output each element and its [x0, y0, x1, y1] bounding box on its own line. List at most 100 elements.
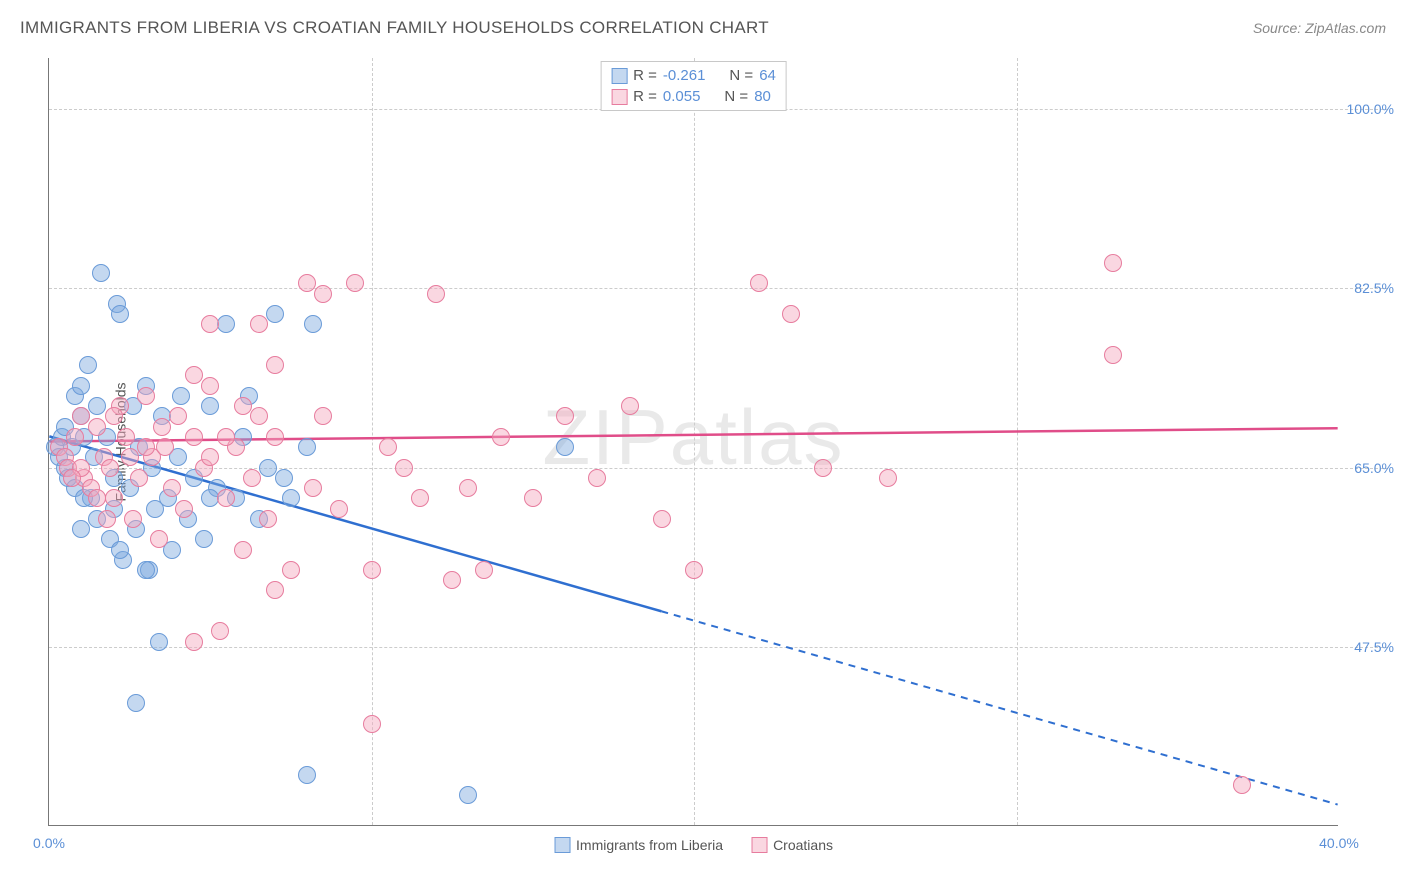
r-label: R =	[633, 88, 657, 105]
swatch-series-2	[751, 837, 767, 853]
x-tick-label: 40.0%	[1319, 835, 1359, 851]
chart-title: IMMIGRANTS FROM LIBERIA VS CROATIAN FAMI…	[20, 18, 769, 38]
scatter-point-series-2	[101, 459, 119, 477]
legend-item-series-2: Croatians	[751, 837, 833, 853]
scatter-point-series-1	[298, 438, 316, 456]
scatter-point-series-2	[234, 541, 252, 559]
grid-line-h	[49, 288, 1388, 289]
scatter-point-series-2	[243, 469, 261, 487]
scatter-point-series-2	[201, 377, 219, 395]
scatter-point-series-2	[1233, 776, 1251, 794]
n-label: N =	[724, 88, 748, 105]
scatter-point-series-2	[556, 407, 574, 425]
scatter-point-series-2	[492, 428, 510, 446]
scatter-point-series-2	[266, 428, 284, 446]
scatter-point-series-1	[79, 356, 97, 374]
scatter-point-series-2	[175, 500, 193, 518]
scatter-point-series-2	[63, 469, 81, 487]
scatter-point-series-2	[105, 489, 123, 507]
scatter-point-series-2	[879, 469, 897, 487]
swatch-series-1	[611, 68, 627, 84]
scatter-point-series-2	[130, 469, 148, 487]
stats-legend: R = -0.261 N = 64 R = 0.055 N = 80	[600, 61, 787, 111]
scatter-point-series-2	[163, 479, 181, 497]
regression-line-dashed	[661, 611, 1337, 804]
scatter-point-series-1	[259, 459, 277, 477]
scatter-point-series-2	[169, 407, 187, 425]
n-value-2: 80	[754, 88, 771, 105]
scatter-point-series-2	[427, 285, 445, 303]
scatter-point-series-1	[217, 315, 235, 333]
scatter-point-series-2	[105, 407, 123, 425]
scatter-point-series-2	[250, 407, 268, 425]
scatter-point-series-2	[185, 633, 203, 651]
scatter-point-series-2	[98, 510, 116, 528]
scatter-point-series-2	[314, 285, 332, 303]
scatter-point-series-2	[185, 366, 203, 384]
scatter-point-series-2	[150, 530, 168, 548]
scatter-point-series-1	[72, 377, 90, 395]
scatter-point-series-1	[275, 469, 293, 487]
scatter-point-series-2	[250, 315, 268, 333]
x-axis-legend: Immigrants from Liberia Croatians	[554, 837, 833, 853]
scatter-point-series-2	[298, 274, 316, 292]
scatter-point-series-2	[137, 438, 155, 456]
scatter-point-series-2	[124, 510, 142, 528]
scatter-point-series-2	[259, 510, 277, 528]
title-bar: IMMIGRANTS FROM LIBERIA VS CROATIAN FAMI…	[20, 18, 1386, 38]
scatter-point-series-2	[211, 622, 229, 640]
scatter-point-series-1	[266, 305, 284, 323]
scatter-point-series-1	[88, 397, 106, 415]
scatter-point-series-2	[621, 397, 639, 415]
scatter-point-series-1	[127, 694, 145, 712]
scatter-point-series-1	[92, 264, 110, 282]
scatter-point-series-2	[217, 489, 235, 507]
stats-row-series-2: R = 0.055 N = 80	[611, 86, 776, 107]
scatter-point-series-2	[379, 438, 397, 456]
scatter-point-series-1	[556, 438, 574, 456]
scatter-point-series-2	[201, 448, 219, 466]
scatter-point-series-2	[459, 479, 477, 497]
swatch-series-1	[554, 837, 570, 853]
grid-line-v	[694, 58, 695, 825]
scatter-point-series-1	[137, 561, 155, 579]
n-value-1: 64	[759, 67, 776, 84]
n-label: N =	[729, 67, 753, 84]
source-label: Source: ZipAtlas.com	[1253, 20, 1386, 36]
scatter-point-series-2	[266, 356, 284, 374]
scatter-point-series-2	[443, 571, 461, 589]
scatter-point-series-2	[685, 561, 703, 579]
scatter-point-series-2	[66, 428, 84, 446]
grid-line-v	[1017, 58, 1018, 825]
scatter-point-series-2	[185, 428, 203, 446]
y-tick-label: 65.0%	[1354, 460, 1394, 476]
r-label: R =	[633, 67, 657, 84]
swatch-series-2	[611, 89, 627, 105]
scatter-point-series-2	[201, 315, 219, 333]
scatter-point-series-2	[304, 479, 322, 497]
scatter-point-series-2	[137, 387, 155, 405]
x-tick-label: 0.0%	[33, 835, 65, 851]
stats-row-series-1: R = -0.261 N = 64	[611, 65, 776, 86]
grid-line-v	[372, 58, 373, 825]
scatter-point-series-1	[111, 305, 129, 323]
scatter-point-series-2	[88, 418, 106, 436]
scatter-point-series-2	[234, 397, 252, 415]
chart-container: IMMIGRANTS FROM LIBERIA VS CROATIAN FAMI…	[0, 0, 1406, 892]
y-tick-label: 82.5%	[1354, 280, 1394, 296]
scatter-point-series-1	[72, 520, 90, 538]
r-value-1: -0.261	[663, 67, 706, 84]
scatter-point-series-1	[298, 766, 316, 784]
scatter-point-series-2	[411, 489, 429, 507]
scatter-point-series-2	[282, 561, 300, 579]
scatter-point-series-2	[750, 274, 768, 292]
scatter-point-series-2	[346, 274, 364, 292]
scatter-point-series-2	[524, 489, 542, 507]
scatter-point-series-2	[588, 469, 606, 487]
scatter-point-series-2	[121, 448, 139, 466]
scatter-point-series-2	[782, 305, 800, 323]
scatter-point-series-2	[395, 459, 413, 477]
scatter-point-series-1	[304, 315, 322, 333]
scatter-point-series-1	[282, 489, 300, 507]
scatter-point-series-2	[314, 407, 332, 425]
